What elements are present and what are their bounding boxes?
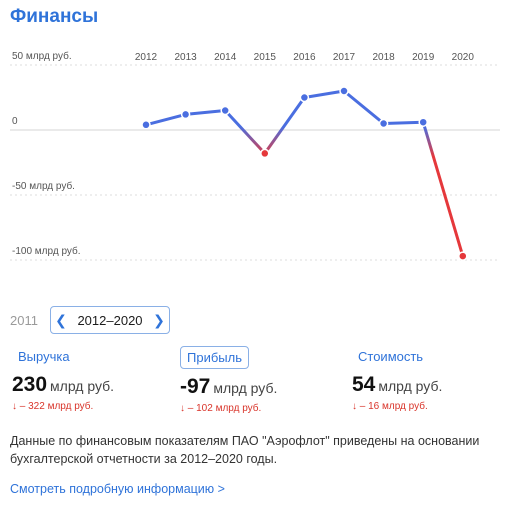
profit-value: -97 xyxy=(180,375,211,398)
tab-revenue[interactable]: Выручка xyxy=(18,349,70,364)
metric-value: Стоимость 54 млрд руб. ↓ – 16 млрд руб. xyxy=(352,346,442,412)
data-point[interactable] xyxy=(141,120,151,130)
x-tick-label: 2014 xyxy=(214,52,237,63)
finance-chart: 50 млрд руб. 0 -50 млрд руб. -100 млрд руб.… xyxy=(10,50,500,261)
data-point[interactable] xyxy=(299,92,310,103)
x-tick-label: 2018 xyxy=(372,52,395,63)
page-title: Финансы xyxy=(10,6,99,27)
x-tick-label: 2019 xyxy=(412,52,435,63)
market-value-unit: млрд руб. xyxy=(378,378,443,394)
chevron-left-icon[interactable]: ❮ xyxy=(55,311,67,328)
data-point[interactable] xyxy=(220,105,230,116)
y-tick-label: 0 xyxy=(12,116,18,127)
more-info-link[interactable]: Смотреть подробную информацию > xyxy=(10,482,225,496)
revenue-value: 230 xyxy=(12,373,48,396)
x-tick-label: 2020 xyxy=(452,52,475,63)
y-tick-label: -50 млрд руб. xyxy=(12,180,75,192)
data-point[interactable] xyxy=(180,109,191,120)
x-tick-label: 2017 xyxy=(333,52,356,63)
x-tick-label: 2013 xyxy=(174,52,197,63)
data-point[interactable] xyxy=(458,251,468,261)
revenue-delta: ↓ – 322 млрд руб. xyxy=(12,401,94,412)
profit-line xyxy=(145,89,465,257)
x-tick-label: 2016 xyxy=(293,52,316,63)
data-point[interactable] xyxy=(260,148,270,159)
year-range-control: ❮ 2012–2020 ❯ xyxy=(50,306,170,334)
market-value: 54 xyxy=(352,373,376,396)
y-tick-label: 50 млрд руб. xyxy=(12,50,72,62)
y-tick-label: -100 млрд руб. xyxy=(12,245,81,257)
market-value-delta: ↓ – 16 млрд руб. xyxy=(352,401,428,412)
profit-delta: ↓ – 102 млрд руб. xyxy=(180,403,262,414)
x-tick-label: 2012 xyxy=(135,52,158,63)
tab-market-value[interactable]: Стоимость xyxy=(358,349,424,364)
period-selector: 2011 ❮ 2012–2020 ❯ xyxy=(10,306,170,334)
prev-year-label[interactable]: 2011 xyxy=(10,312,38,328)
data-point[interactable] xyxy=(339,86,349,96)
data-point[interactable] xyxy=(418,117,428,127)
metric-profit: Прибыль -97 млрд руб. ↓ – 102 млрд руб. xyxy=(180,346,277,414)
revenue-unit: млрд руб. xyxy=(50,378,115,394)
data-source-note: Данные по финансовым показателям ПАО "Аэ… xyxy=(10,434,480,466)
x-tick-label: 2015 xyxy=(254,52,277,63)
profit-unit: млрд руб. xyxy=(213,380,278,396)
metric-revenue: Выручка 230 млрд руб. ↓ – 322 млрд руб. xyxy=(12,346,114,412)
data-point[interactable] xyxy=(378,118,389,129)
tab-profit[interactable]: Прибыль xyxy=(180,346,249,369)
year-range-label: 2012–2020 xyxy=(77,312,143,328)
chevron-right-icon[interactable]: ❯ xyxy=(153,311,165,328)
